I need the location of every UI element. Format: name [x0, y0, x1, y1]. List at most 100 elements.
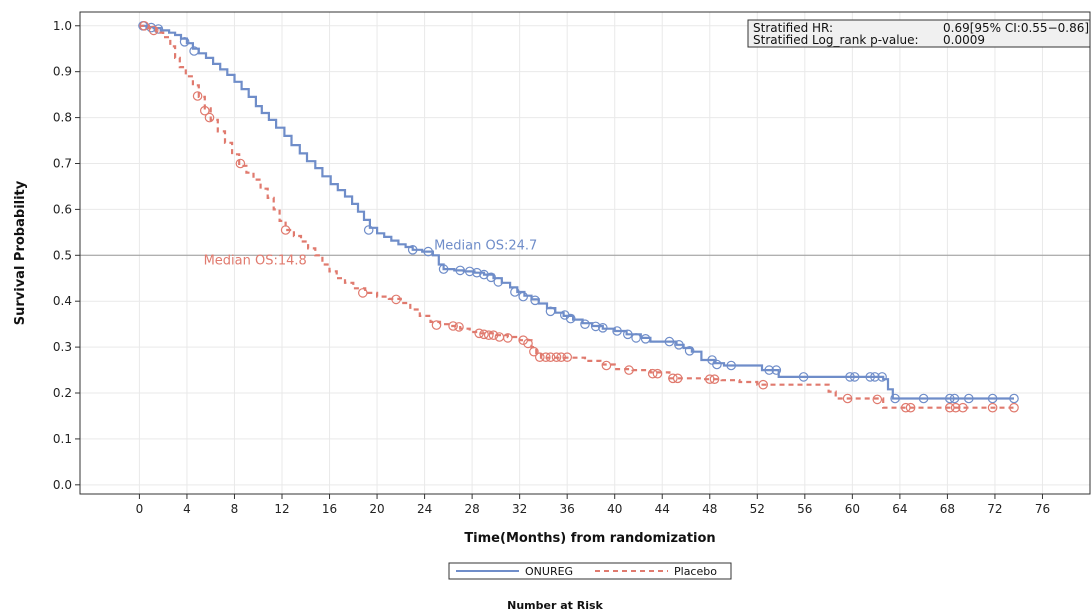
x-tick-label: 20 — [369, 502, 384, 516]
censor-mark-placebo — [204, 112, 215, 123]
stats-pvalue-value: 0.0009 — [943, 33, 985, 47]
legend: ONUREG Placebo — [448, 562, 732, 580]
km-curve-onureg — [139, 24, 1014, 400]
plot-frame — [79, 11, 1091, 495]
median-label-onureg: Median OS:24.7 — [434, 238, 537, 253]
x-tick-label: 68 — [940, 502, 955, 516]
censor-mark-onureg — [674, 339, 684, 350]
censor-mark-placebo — [139, 20, 149, 31]
censor-mark-onureg — [726, 360, 736, 371]
censor-mark-placebo — [502, 333, 513, 343]
censor-mark-placebo — [551, 352, 562, 362]
y-tick-label: 1.0 — [53, 19, 72, 33]
censor-mark-onureg — [944, 393, 955, 404]
censor-mark-placebo — [905, 402, 916, 413]
legend-frame — [448, 562, 732, 580]
censor-mark-placebo — [534, 352, 545, 362]
x-tick-label: 36 — [560, 502, 575, 516]
stats-hr-value: 0.69[95% CI:0.55−0.86] — [943, 21, 1089, 35]
x-tick-label: 12 — [274, 502, 289, 516]
y-tick-label: 0.0 — [53, 478, 72, 492]
censor-mark-onureg — [918, 393, 929, 404]
censor-mark-placebo — [494, 332, 505, 342]
censor-mark-onureg — [518, 291, 528, 302]
legend-label-onureg: ONUREG — [525, 565, 573, 578]
censor-mark-onureg — [510, 287, 520, 297]
x-tick-label: 72 — [987, 502, 1002, 516]
censor-mark-onureg — [870, 372, 880, 382]
censor-mark-placebo — [704, 374, 715, 384]
censor-mark-onureg — [865, 372, 875, 382]
y-axis-title: Survival Probability — [13, 180, 28, 325]
km-curve-placebo — [139, 24, 1014, 409]
x-tick-label: 60 — [845, 502, 860, 516]
censor-mark-placebo — [523, 338, 533, 349]
y-tick-label: 0.8 — [53, 111, 72, 125]
censor-mark-placebo — [758, 379, 768, 390]
censor-mark-onureg — [764, 365, 774, 375]
x-tick-label: 4 — [183, 502, 191, 516]
x-tick-label: 16 — [322, 502, 337, 516]
censor-mark-placebo — [483, 330, 494, 340]
y-tick-label: 0.9 — [53, 65, 72, 79]
censor-mark-placebo — [148, 25, 159, 36]
censor-mark-onureg — [565, 313, 576, 324]
censor-mark-placebo — [672, 373, 683, 384]
censor-mark-placebo — [280, 225, 291, 235]
censor-mark-onureg — [963, 393, 974, 404]
censor-mark-onureg — [464, 266, 475, 277]
censor-mark-placebo — [556, 352, 566, 362]
y-tick-label: 0.6 — [53, 202, 72, 216]
x-tick-label: 56 — [797, 502, 812, 516]
censor-mark-placebo — [958, 402, 968, 413]
censor-mark-placebo — [709, 374, 720, 384]
censor-mark-onureg — [179, 36, 190, 47]
censor-mark-placebo — [900, 402, 911, 413]
censor-mark-onureg — [849, 372, 860, 382]
censor-mark-placebo — [474, 328, 484, 339]
censor-mark-onureg — [664, 336, 675, 347]
x-tick-label: 40 — [607, 502, 622, 516]
censor-mark-onureg — [363, 225, 374, 235]
censor-mark-placebo — [668, 373, 678, 384]
censor-mark-onureg — [798, 372, 809, 382]
censor-mark-placebo — [652, 368, 663, 379]
stats-pvalue-label: Stratified Log_rank p-value: — [753, 33, 919, 47]
censor-mark-onureg — [455, 265, 465, 276]
censor-mark-onureg — [493, 277, 504, 287]
x-tick-label: 64 — [892, 502, 907, 516]
x-tick-label: 52 — [750, 502, 765, 516]
censor-mark-placebo — [950, 402, 961, 413]
censor-mark-onureg — [845, 372, 855, 382]
censor-mark-onureg — [530, 295, 540, 306]
stats-box: Stratified HR: 0.69[95% CI:0.55−0.86] St… — [747, 19, 1091, 48]
censor-mark-onureg — [472, 267, 482, 278]
censor-mark-onureg — [189, 46, 199, 56]
censor-mark-onureg — [622, 329, 633, 340]
stats-hr-label: Stratified HR: — [753, 21, 833, 35]
censor-mark-placebo — [872, 394, 883, 405]
x-tick-label: 32 — [512, 502, 527, 516]
censor-mark-placebo — [624, 365, 634, 375]
censor-mark-placebo — [192, 91, 203, 101]
censor-mark-onureg — [545, 306, 556, 317]
censor-mark-placebo — [987, 402, 998, 413]
censor-mark-placebo — [1009, 402, 1019, 413]
stats-box-frame — [747, 19, 1091, 48]
censor-mark-onureg — [423, 246, 433, 257]
censor-mark-onureg — [877, 372, 887, 382]
x-axis-title: Time(Months) from randomization — [464, 531, 715, 546]
censor-mark-onureg — [684, 345, 695, 356]
censor-mark-onureg — [590, 321, 601, 332]
censor-mark-onureg — [949, 393, 960, 404]
censor-mark-placebo — [562, 352, 572, 362]
censor-mark-placebo — [529, 346, 539, 357]
y-tick-label: 0.5 — [53, 248, 72, 262]
censor-mark-onureg — [597, 322, 608, 333]
censor-mark-onureg — [407, 245, 418, 255]
censor-mark-onureg — [580, 319, 590, 329]
legend-label-placebo: Placebo — [674, 565, 717, 578]
censor-mark-placebo — [200, 105, 210, 116]
censor-mark-placebo — [454, 322, 464, 332]
